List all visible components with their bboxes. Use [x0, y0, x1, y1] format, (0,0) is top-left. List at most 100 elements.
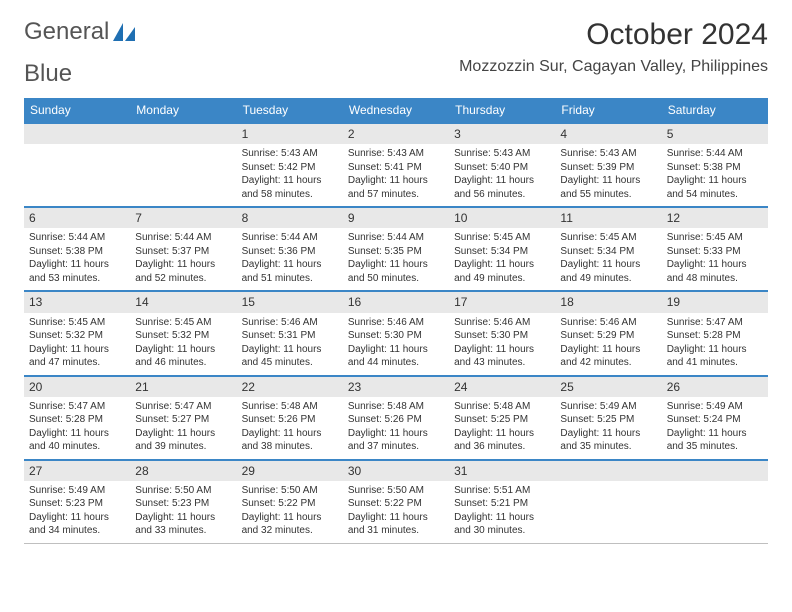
daylight-text-1: Daylight: 11 hours	[242, 427, 338, 441]
daylight-text-1: Daylight: 11 hours	[29, 258, 125, 272]
calendar-day: 7Sunrise: 5:44 AMSunset: 5:37 PMDaylight…	[130, 208, 236, 290]
day-number: 23	[343, 377, 449, 397]
day-data: Sunrise: 5:44 AMSunset: 5:35 PMDaylight:…	[343, 228, 449, 290]
sunset-text: Sunset: 5:21 PM	[454, 497, 550, 511]
calendar-day: 21Sunrise: 5:47 AMSunset: 5:27 PMDayligh…	[130, 377, 236, 459]
day-number: 4	[555, 124, 661, 144]
day-data: Sunrise: 5:51 AMSunset: 5:21 PMDaylight:…	[449, 481, 555, 543]
day-data: Sunrise: 5:43 AMSunset: 5:40 PMDaylight:…	[449, 144, 555, 206]
day-data: Sunrise: 5:46 AMSunset: 5:31 PMDaylight:…	[237, 313, 343, 375]
daylight-text-1: Daylight: 11 hours	[242, 511, 338, 525]
daylight-text-1: Daylight: 11 hours	[29, 343, 125, 357]
day-number: 27	[24, 461, 130, 481]
day-number	[24, 124, 130, 144]
sunset-text: Sunset: 5:28 PM	[29, 413, 125, 427]
daylight-text-1: Daylight: 11 hours	[454, 258, 550, 272]
calendar-day: 27Sunrise: 5:49 AMSunset: 5:23 PMDayligh…	[24, 461, 130, 543]
day-number	[662, 461, 768, 481]
sunrise-text: Sunrise: 5:48 AM	[348, 400, 444, 414]
day-number: 8	[237, 208, 343, 228]
day-number: 14	[130, 292, 236, 312]
daylight-text-1: Daylight: 11 hours	[667, 343, 763, 357]
daylight-text-1: Daylight: 11 hours	[29, 511, 125, 525]
daylight-text-1: Daylight: 11 hours	[135, 343, 231, 357]
day-data: Sunrise: 5:47 AMSunset: 5:28 PMDaylight:…	[662, 313, 768, 375]
daylight-text-2: and 35 minutes.	[667, 440, 763, 454]
logo-word-1: General	[24, 18, 109, 46]
sunrise-text: Sunrise: 5:43 AM	[560, 147, 656, 161]
day-number: 28	[130, 461, 236, 481]
day-data: Sunrise: 5:45 AMSunset: 5:33 PMDaylight:…	[662, 228, 768, 290]
day-header-sat: Saturday	[662, 98, 768, 122]
daylight-text-2: and 43 minutes.	[454, 356, 550, 370]
sunrise-text: Sunrise: 5:45 AM	[29, 316, 125, 330]
sunrise-text: Sunrise: 5:45 AM	[667, 231, 763, 245]
day-data: Sunrise: 5:45 AMSunset: 5:34 PMDaylight:…	[555, 228, 661, 290]
daylight-text-2: and 51 minutes.	[242, 272, 338, 286]
daylight-text-2: and 31 minutes.	[348, 524, 444, 538]
day-data: Sunrise: 5:49 AMSunset: 5:25 PMDaylight:…	[555, 397, 661, 459]
daylight-text-2: and 53 minutes.	[29, 272, 125, 286]
calendar-body: 1Sunrise: 5:43 AMSunset: 5:42 PMDaylight…	[24, 122, 768, 544]
daylight-text-2: and 33 minutes.	[135, 524, 231, 538]
daylight-text-2: and 57 minutes.	[348, 188, 444, 202]
day-data: Sunrise: 5:44 AMSunset: 5:36 PMDaylight:…	[237, 228, 343, 290]
daylight-text-2: and 46 minutes.	[135, 356, 231, 370]
sunrise-text: Sunrise: 5:44 AM	[242, 231, 338, 245]
calendar-week: 6Sunrise: 5:44 AMSunset: 5:38 PMDaylight…	[24, 206, 768, 290]
sunrise-text: Sunrise: 5:44 AM	[348, 231, 444, 245]
daylight-text-1: Daylight: 11 hours	[560, 343, 656, 357]
day-header-tue: Tuesday	[237, 98, 343, 122]
day-number: 5	[662, 124, 768, 144]
day-number: 29	[237, 461, 343, 481]
day-number: 3	[449, 124, 555, 144]
daylight-text-1: Daylight: 11 hours	[242, 258, 338, 272]
day-number: 7	[130, 208, 236, 228]
sunrise-text: Sunrise: 5:45 AM	[560, 231, 656, 245]
day-number: 16	[343, 292, 449, 312]
day-data: Sunrise: 5:50 AMSunset: 5:22 PMDaylight:…	[343, 481, 449, 543]
daylight-text-2: and 41 minutes.	[667, 356, 763, 370]
sunset-text: Sunset: 5:33 PM	[667, 245, 763, 259]
sunset-text: Sunset: 5:26 PM	[242, 413, 338, 427]
calendar-day: 5Sunrise: 5:44 AMSunset: 5:38 PMDaylight…	[662, 124, 768, 206]
sunset-text: Sunset: 5:34 PM	[560, 245, 656, 259]
daylight-text-1: Daylight: 11 hours	[242, 174, 338, 188]
logo-sail-icon	[111, 21, 137, 43]
calendar-day: 16Sunrise: 5:46 AMSunset: 5:30 PMDayligh…	[343, 292, 449, 374]
sunrise-text: Sunrise: 5:46 AM	[454, 316, 550, 330]
calendar-day-empty	[24, 124, 130, 206]
sunset-text: Sunset: 5:27 PM	[135, 413, 231, 427]
sunrise-text: Sunrise: 5:48 AM	[242, 400, 338, 414]
day-number: 1	[237, 124, 343, 144]
day-number: 17	[449, 292, 555, 312]
day-data: Sunrise: 5:43 AMSunset: 5:41 PMDaylight:…	[343, 144, 449, 206]
sunrise-text: Sunrise: 5:47 AM	[135, 400, 231, 414]
sunset-text: Sunset: 5:25 PM	[454, 413, 550, 427]
daylight-text-1: Daylight: 11 hours	[348, 343, 444, 357]
sunset-text: Sunset: 5:39 PM	[560, 161, 656, 175]
daylight-text-1: Daylight: 11 hours	[454, 427, 550, 441]
day-data: Sunrise: 5:44 AMSunset: 5:38 PMDaylight:…	[24, 228, 130, 290]
sunrise-text: Sunrise: 5:49 AM	[560, 400, 656, 414]
sunset-text: Sunset: 5:38 PM	[667, 161, 763, 175]
daylight-text-2: and 48 minutes.	[667, 272, 763, 286]
daylight-text-2: and 44 minutes.	[348, 356, 444, 370]
daylight-text-1: Daylight: 11 hours	[667, 427, 763, 441]
sunrise-text: Sunrise: 5:46 AM	[242, 316, 338, 330]
sunrise-text: Sunrise: 5:44 AM	[667, 147, 763, 161]
day-header-mon: Monday	[130, 98, 236, 122]
sunset-text: Sunset: 5:37 PM	[135, 245, 231, 259]
sunrise-text: Sunrise: 5:46 AM	[560, 316, 656, 330]
day-header-wed: Wednesday	[343, 98, 449, 122]
sunset-text: Sunset: 5:26 PM	[348, 413, 444, 427]
daylight-text-1: Daylight: 11 hours	[560, 427, 656, 441]
sunset-text: Sunset: 5:23 PM	[29, 497, 125, 511]
sunrise-text: Sunrise: 5:45 AM	[454, 231, 550, 245]
sunrise-text: Sunrise: 5:43 AM	[348, 147, 444, 161]
daylight-text-2: and 37 minutes.	[348, 440, 444, 454]
day-number: 22	[237, 377, 343, 397]
daylight-text-2: and 58 minutes.	[242, 188, 338, 202]
day-number: 26	[662, 377, 768, 397]
day-number	[555, 461, 661, 481]
